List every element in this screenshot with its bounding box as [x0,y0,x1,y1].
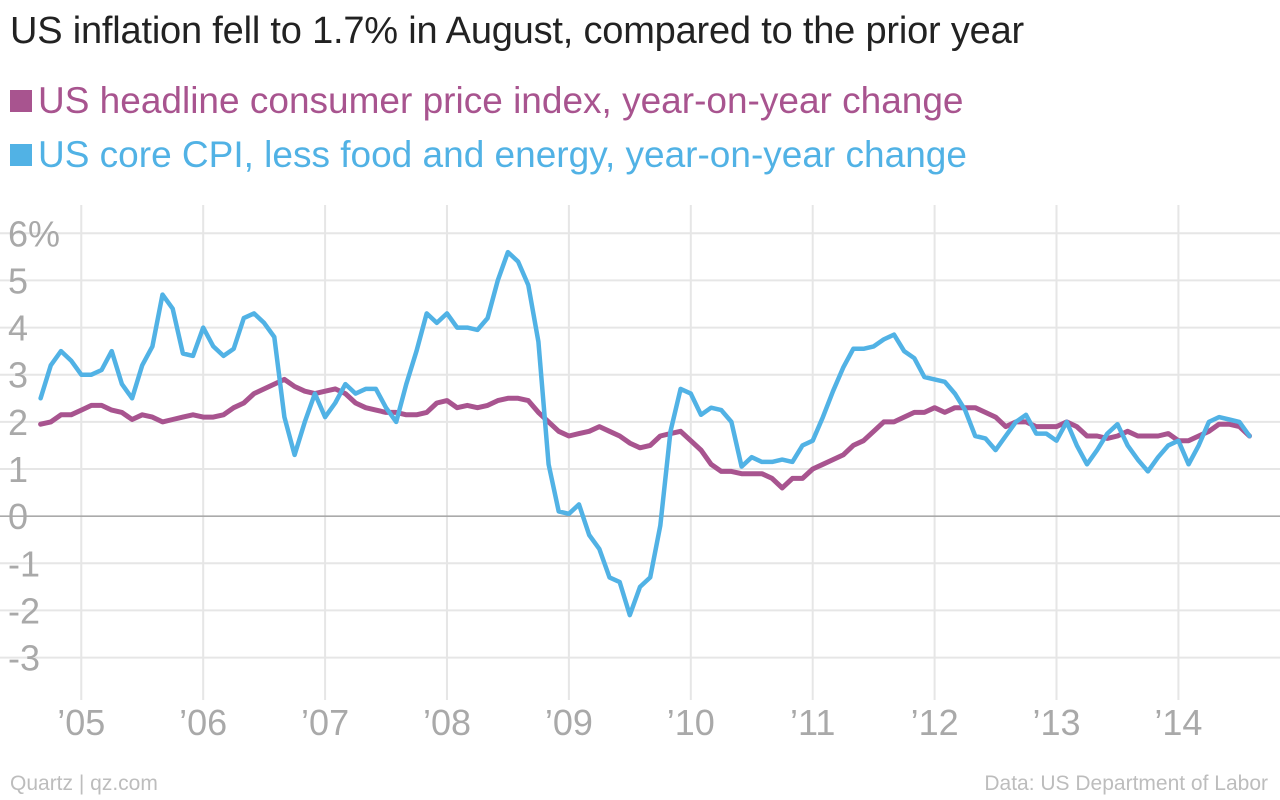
data-source: Data: US Department of Labor [984,772,1268,795]
y-tick-label: 6% [8,213,60,254]
series-line-headline [38,376,1252,491]
legend-item-headline: US headline consumer price index, year-o… [10,80,964,122]
x-tick-label: ’05 [57,702,105,743]
x-tick-label: ’09 [545,702,593,743]
series-line-core [38,249,1252,618]
y-tick-label: 1 [8,449,28,490]
legend-swatch-headline [10,90,32,112]
source-credit: Quartz | qz.com [10,772,158,795]
legend-label-core: US core CPI, less food and energy, year-… [38,134,967,175]
y-tick-label: -3 [8,638,40,679]
x-tick-label: ’13 [1032,702,1080,743]
legend-label-headline: US headline consumer price index, year-o… [38,80,964,121]
y-tick-label: 5 [8,260,28,301]
legend-swatch-core [10,144,32,166]
chart-title: US inflation fell to 1.7% in August, com… [10,10,1024,52]
y-tick-label: -2 [8,590,40,631]
y-tick-label: 4 [8,308,28,349]
x-tick-label: ’06 [179,702,227,743]
legend-item-core: US core CPI, less food and energy, year-… [10,134,967,176]
y-tick-label: 3 [8,355,28,396]
x-tick-label: ’14 [1154,702,1202,743]
x-tick-label: ’12 [911,702,959,743]
x-tick-label: ’11 [790,702,835,743]
y-tick-label: 0 [8,496,28,537]
x-tick-label: ’08 [423,702,471,743]
y-tick-label: -1 [8,543,40,584]
y-tick-label: 2 [8,402,28,443]
x-tick-label: ’07 [301,702,349,743]
x-tick-label: ’10 [667,702,715,743]
